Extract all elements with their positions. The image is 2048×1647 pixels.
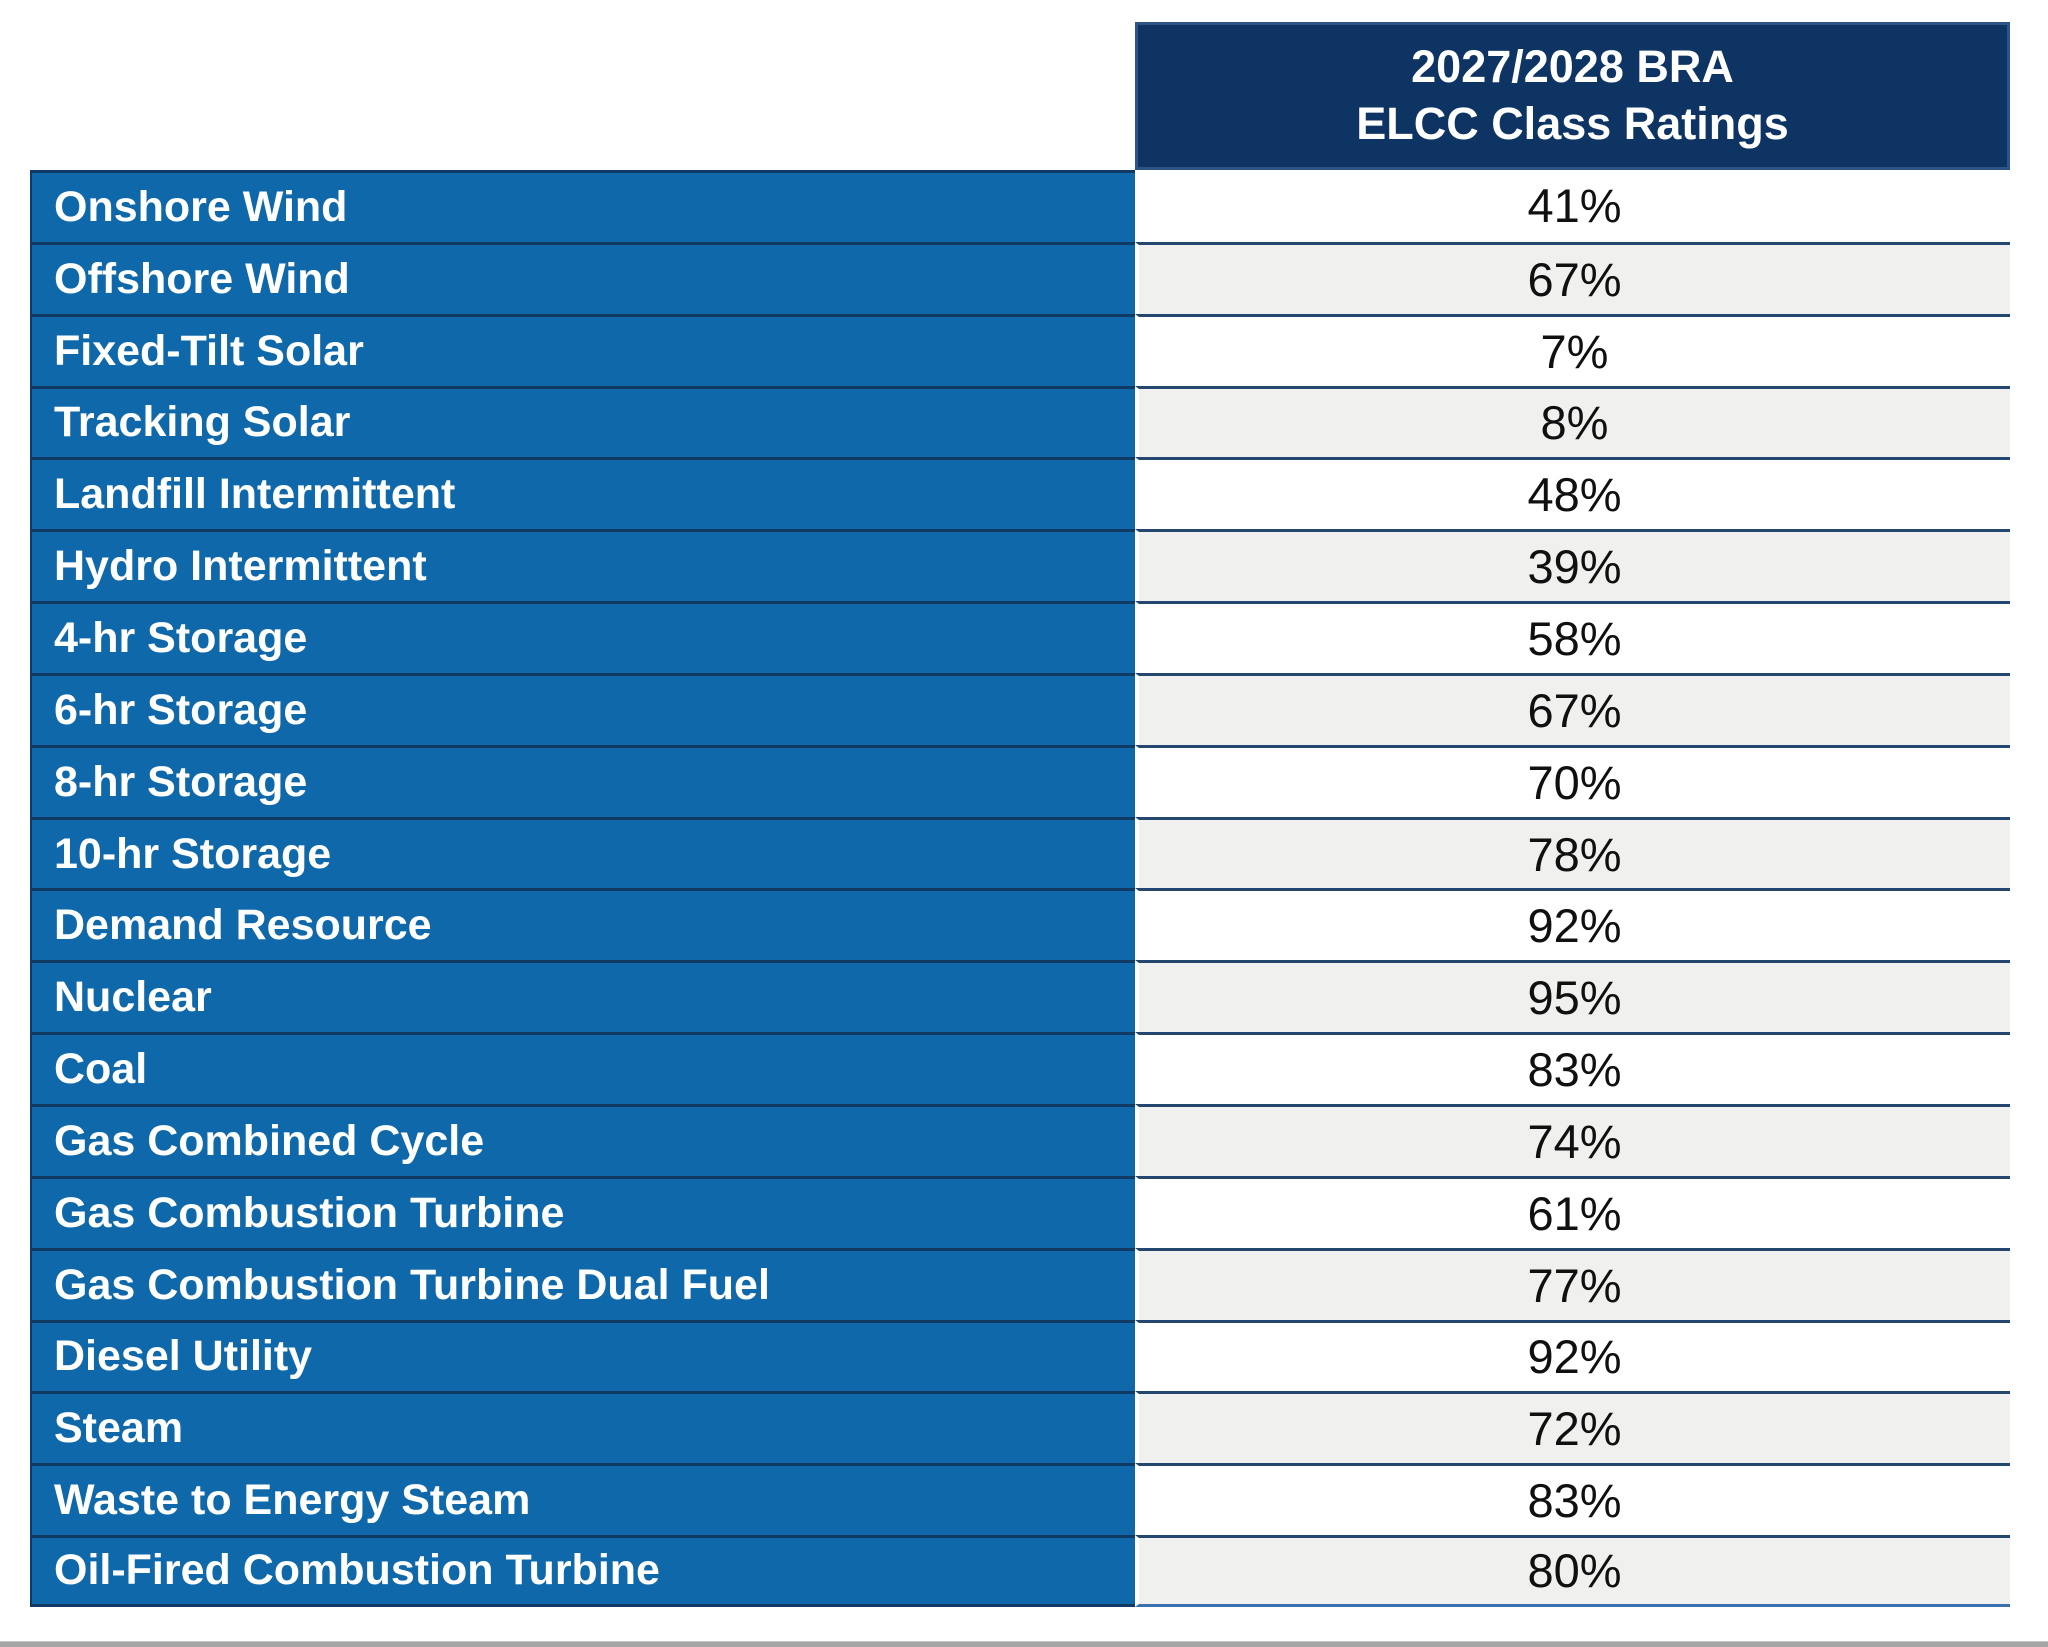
resource-class-label: Demand Resource (30, 888, 1135, 961)
elcc-rating-value: 78% (1135, 816, 2010, 889)
elcc-rating-value: 83% (1135, 1463, 2010, 1536)
elcc-rating-value: 92% (1135, 888, 2010, 961)
resource-class-label: Landfill Intermittent (30, 457, 1135, 530)
resource-class-label: 8-hr Storage (30, 744, 1135, 817)
elcc-rating-value: 39% (1135, 529, 2010, 602)
elcc-rating-value: 58% (1135, 601, 2010, 673)
resource-class-label: Waste to Energy Steam (30, 1463, 1135, 1536)
elcc-rating-value: 74% (1135, 1103, 2010, 1176)
table-row: 6-hr Storage 67% (30, 672, 2010, 745)
table-row: Onshore Wind 41% (30, 170, 2010, 242)
table-row: Landfill Intermittent 48% (30, 457, 2010, 530)
table-row: Nuclear 95% (30, 960, 2010, 1033)
resource-class-label: Coal (30, 1032, 1135, 1104)
elcc-rating-value: 7% (1135, 313, 2010, 386)
bottom-divider-bar (0, 1641, 2048, 1647)
table-row: 8-hr Storage 70% (30, 744, 2010, 817)
table-row: Demand Resource 92% (30, 888, 2010, 961)
header-line2: ELCC Class Ratings (1356, 98, 1789, 149)
elcc-rating-value: 92% (1135, 1319, 2010, 1392)
resource-class-label: Fixed-Tilt Solar (30, 313, 1135, 386)
elcc-ratings-table: 2027/2028 BRA ELCC Class Ratings Onshore… (30, 22, 2010, 1607)
resource-class-label: Offshore Wind (30, 241, 1135, 314)
elcc-rating-value: 80% (1135, 1535, 2010, 1607)
table-row: Gas Combustion Turbine Dual Fuel 77% (30, 1247, 2010, 1320)
elcc-rating-value: 8% (1135, 385, 2010, 458)
table-body: Onshore Wind 41% Offshore Wind 67% Fixed… (30, 170, 2010, 1607)
table-row: Gas Combustion Turbine 61% (30, 1175, 2010, 1248)
elcc-rating-value: 61% (1135, 1175, 2010, 1248)
resource-class-label: 6-hr Storage (30, 672, 1135, 745)
table-row: 4-hr Storage 58% (30, 601, 2010, 673)
resource-class-label: Gas Combustion Turbine Dual Fuel (30, 1247, 1135, 1320)
resource-class-label: Diesel Utility (30, 1319, 1135, 1392)
table-row: 10-hr Storage 78% (30, 816, 2010, 889)
resource-class-label: Steam (30, 1391, 1135, 1464)
elcc-rating-value: 95% (1135, 960, 2010, 1033)
table-row: Diesel Utility 92% (30, 1319, 2010, 1392)
header-line1: 2027/2028 BRA (1411, 41, 1734, 93)
elcc-rating-value: 67% (1135, 241, 2010, 314)
resource-class-label: Oil-Fired Combustion Turbine (30, 1535, 1135, 1607)
table-row: Coal 83% (30, 1032, 2010, 1104)
elcc-rating-value: 83% (1135, 1032, 2010, 1104)
elcc-rating-value: 67% (1135, 672, 2010, 745)
elcc-rating-value: 41% (1135, 170, 2010, 242)
resource-class-label: Onshore Wind (30, 170, 1135, 242)
table-row: Steam 72% (30, 1391, 2010, 1464)
table-row: Hydro Intermittent 39% (30, 529, 2010, 602)
table-row: Waste to Energy Steam 83% (30, 1463, 2010, 1536)
resource-class-label: 10-hr Storage (30, 816, 1135, 889)
resource-class-label: 4-hr Storage (30, 601, 1135, 673)
table-row: Tracking Solar 8% (30, 385, 2010, 458)
resource-class-label: Tracking Solar (30, 385, 1135, 458)
resource-class-label: Gas Combustion Turbine (30, 1175, 1135, 1248)
table-header-cell: 2027/2028 BRA ELCC Class Ratings (1135, 22, 2010, 170)
elcc-rating-value: 70% (1135, 744, 2010, 817)
resource-class-label: Nuclear (30, 960, 1135, 1033)
table-row: Gas Combined Cycle 74% (30, 1103, 2010, 1176)
table-row: Fixed-Tilt Solar 7% (30, 313, 2010, 386)
elcc-rating-value: 72% (1135, 1391, 2010, 1464)
resource-class-label: Gas Combined Cycle (30, 1103, 1135, 1176)
elcc-rating-value: 77% (1135, 1247, 2010, 1320)
resource-class-label: Hydro Intermittent (30, 529, 1135, 602)
table-row: Offshore Wind 67% (30, 241, 2010, 314)
elcc-rating-value: 48% (1135, 457, 2010, 530)
table-row: Oil-Fired Combustion Turbine 80% (30, 1535, 2010, 1607)
